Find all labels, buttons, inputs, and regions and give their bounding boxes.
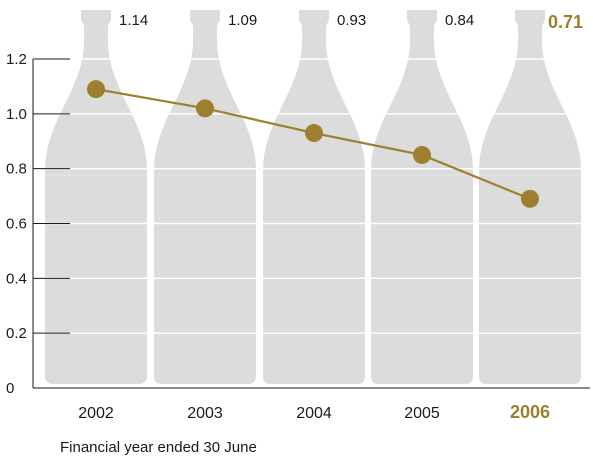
- y-tick-label: 0: [6, 380, 14, 397]
- y-tick-labels: 0 0.2 0.4 0.6 0.8 1.0 1.2: [6, 51, 27, 397]
- data-point-2004: [305, 124, 323, 143]
- data-point-2002: [87, 80, 105, 99]
- bottle-backgrounds: [45, 10, 581, 384]
- bottle-value-label: 0.93: [337, 12, 366, 29]
- data-point-2005: [413, 145, 431, 164]
- x-tick-label: 2004: [296, 405, 332, 422]
- x-tick-label: 2003: [187, 405, 223, 422]
- bottle-2003: [154, 10, 256, 384]
- data-points: [87, 80, 539, 208]
- y-tick-label: 1.0: [6, 106, 27, 123]
- bottle-value-label: 1.09: [228, 12, 257, 29]
- y-axis: [32, 58, 590, 389]
- data-point-2003: [196, 99, 214, 118]
- x-tick-label: 2002: [78, 405, 114, 422]
- y-tick-label: 0.2: [6, 325, 27, 342]
- x-tick-labels: 2002 2003 2004 2005 2006: [78, 402, 550, 422]
- y-tick-label: 0.6: [6, 216, 27, 233]
- bottle-value-label: 1.14: [119, 12, 148, 29]
- x-tick-label: 2006: [510, 402, 550, 422]
- y-tick-label: 0.8: [6, 161, 27, 178]
- data-point-2006: [521, 189, 539, 208]
- y-tick-label: 0.4: [6, 270, 27, 287]
- y-tick-label: 1.2: [6, 51, 27, 68]
- bottle-2004: [263, 10, 365, 384]
- bottle-2002: [45, 10, 147, 384]
- bottle-value-label: 0.71: [548, 12, 583, 32]
- x-tick-label: 2005: [404, 405, 440, 422]
- bottle-2005: [371, 10, 473, 384]
- gridlines: [44, 58, 588, 334]
- x-axis-label: Financial year ended 30 June: [60, 439, 257, 456]
- bottle-value-labels: 1.14 1.09 0.93 0.84 0.71: [119, 12, 583, 32]
- bottle-value-label: 0.84: [445, 12, 474, 29]
